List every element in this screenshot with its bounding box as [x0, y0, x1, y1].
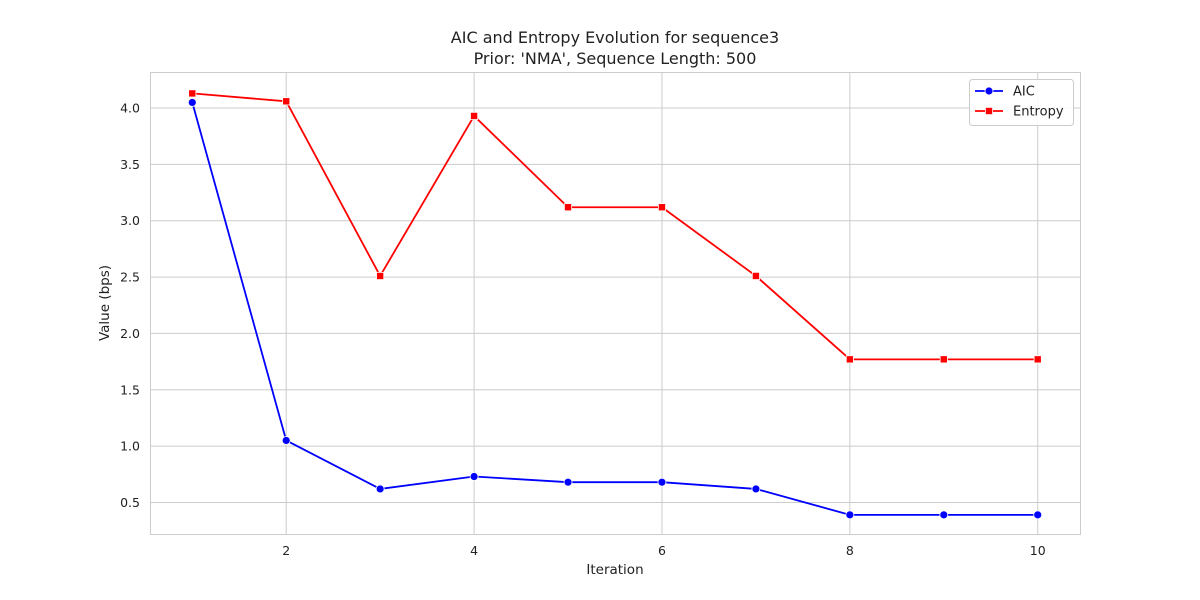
data-point-aic — [657, 477, 667, 487]
data-point-entropy — [470, 111, 479, 120]
data-point-aic — [939, 510, 949, 520]
data-point-entropy — [376, 271, 385, 280]
data-point-aic — [1033, 510, 1043, 520]
legend-item-aic: AIC — [975, 85, 1035, 100]
data-point-entropy — [1033, 355, 1042, 364]
y-tick-label: 0.5 — [120, 495, 140, 510]
data-point-aic — [375, 484, 385, 494]
y-tick-label: 3.5 — [120, 157, 140, 172]
data-point-entropy — [188, 89, 197, 98]
chart-title: AIC and Entropy Evolution for sequence3 — [451, 28, 779, 47]
plot-area-frame — [150, 72, 1081, 535]
x-axis-label: Iteration — [586, 562, 643, 578]
grid-lines — [150, 72, 1080, 534]
data-point-entropy — [657, 203, 666, 212]
data-point-entropy — [564, 203, 573, 212]
series-aic — [187, 98, 1043, 520]
data-point-aic — [469, 472, 479, 481]
chart-subtitle: Prior: 'NMA', Sequence Length: 500 — [474, 49, 757, 68]
data-point-entropy — [845, 355, 854, 364]
y-tick-label: 1.5 — [120, 382, 140, 397]
x-tick-label: 2 — [282, 543, 290, 558]
x-tick-label: 4 — [470, 543, 478, 558]
x-tick-label: 6 — [658, 543, 666, 558]
series-entropy — [188, 89, 1042, 364]
legend: AIC Entropy — [969, 79, 1074, 126]
data-point-aic — [751, 484, 761, 494]
legend-item-entropy: Entropy — [975, 105, 1064, 120]
data-point-aic — [281, 436, 291, 445]
legend-label-aic: AIC — [1013, 85, 1035, 100]
x-tick-label: 8 — [846, 543, 854, 558]
y-axis-label: Value (bps) — [97, 265, 113, 341]
data-point-aic — [563, 477, 573, 487]
y-tick-label: 2.5 — [120, 270, 140, 285]
data-point-aic — [187, 98, 197, 107]
series-layer — [187, 89, 1043, 520]
tick-labels: 2 4 6 8 10 0.5 1.0 1.5 2.0 2.5 3.0 3.5 4.0 — [120, 101, 1046, 558]
x-tick-label: 10 — [1030, 543, 1046, 558]
series-line-entropy — [192, 92, 1038, 361]
y-tick-label: 1.0 — [120, 439, 140, 454]
y-tick-label: 4.0 — [120, 101, 140, 116]
legend-marker-entropy — [985, 107, 994, 116]
series-line-aic — [191, 102, 1038, 516]
y-tick-label: 3.0 — [120, 213, 140, 228]
y-tick-label: 2.0 — [120, 326, 140, 341]
data-point-entropy — [939, 355, 948, 364]
data-point-entropy — [282, 97, 291, 106]
legend-marker-aic — [984, 86, 994, 96]
data-point-entropy — [751, 271, 760, 280]
legend-label-entropy: Entropy — [1013, 105, 1064, 120]
data-point-aic — [845, 510, 855, 520]
